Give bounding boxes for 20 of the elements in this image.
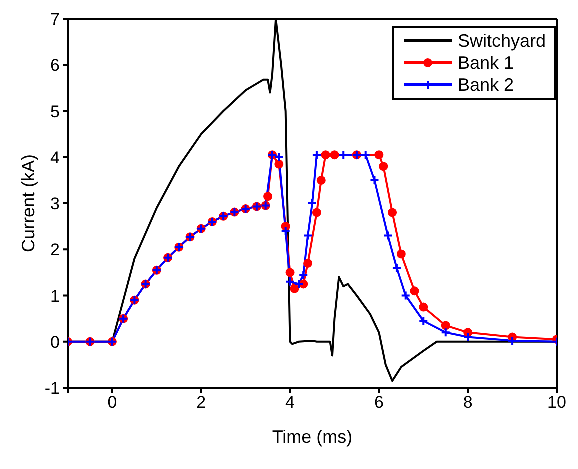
y-tick-label: 1 [50, 286, 60, 306]
y-tick-label: 2 [50, 240, 60, 260]
x-tick-label: 10 [548, 393, 566, 412]
x-tick-label: 6 [374, 393, 384, 412]
x-tick-label: 8 [463, 393, 473, 412]
y-tick-label: 5 [50, 102, 60, 122]
x-tick-label: 4 [286, 393, 296, 412]
y-tick-label: 3 [50, 194, 60, 214]
x-tick-label: 0 [108, 393, 118, 412]
y-axis-title: Current (kA) [18, 154, 38, 253]
legend-label: Bank 1 [458, 52, 514, 74]
legend-label: Bank 2 [458, 74, 514, 96]
x-axis-title: Time (ms) [272, 426, 353, 447]
legend-label: Switchyard [458, 30, 546, 52]
y-tick-label: 4 [50, 148, 60, 168]
y-tick-label: 6 [50, 56, 60, 76]
y-tick-label: 0 [50, 332, 60, 352]
y-tick-label: -1 [44, 379, 60, 398]
x-tick-label: 2 [196, 393, 206, 412]
y-tick-label: 7 [50, 10, 60, 30]
